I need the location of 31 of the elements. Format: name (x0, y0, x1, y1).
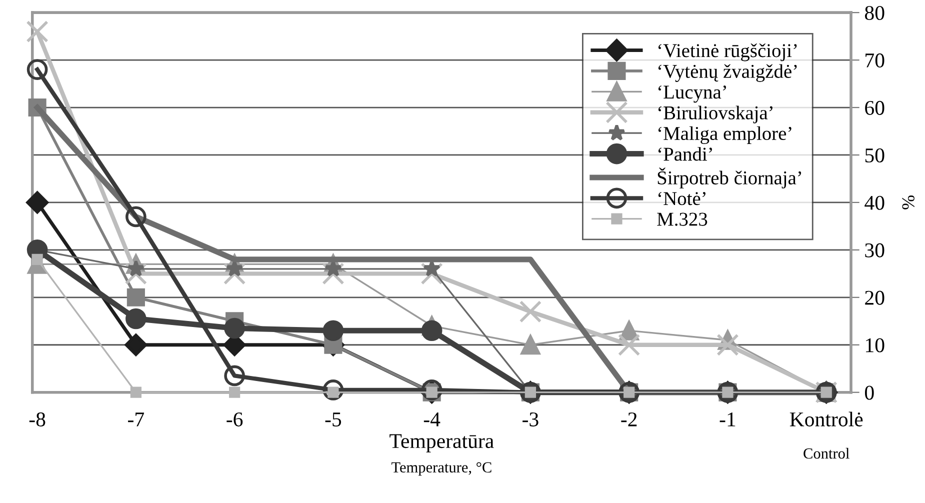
legend-label: ‘Pandi’ (658, 147, 712, 161)
legend-label: ‘Notė’ (658, 192, 706, 206)
y-axis-title: % (902, 196, 914, 210)
y-tick-label: 80 (864, 6, 884, 20)
y-tick-label: 20 (865, 290, 884, 305)
x-tick-label: -8 (29, 412, 46, 426)
legend-label: ‘Maliga emplore’ (658, 126, 792, 144)
y-tick-label: 40 (864, 196, 884, 210)
y-tick-label: 10 (866, 338, 884, 352)
legend-label: ‘Vietinė rūgščioji’ (658, 43, 797, 62)
legend-label: M.323 (657, 212, 708, 226)
x-tick-label: -2 (621, 412, 637, 426)
x-axis-title: Temperatūra (390, 434, 494, 452)
legend-label: ‘Vytėnų žvaigždė’ (658, 64, 797, 82)
legend-label: Širpotreb čiornaja’ (658, 168, 802, 188)
x-tick-label: -7 (128, 412, 144, 426)
x-tick-label: -1 (720, 412, 736, 426)
y-tick-label: 0 (864, 386, 874, 400)
x-tick-label: -6 (226, 412, 243, 426)
text: Temperature, °C (392, 462, 492, 476)
x-tick-label: -4 (424, 412, 440, 426)
legend-label: ‘Biruliovskaja’ (658, 106, 772, 124)
y-tick-label: 50 (865, 148, 884, 162)
x-tick-label: -3 (522, 412, 538, 426)
y-tick-label: 60 (865, 100, 884, 115)
x-tick-label: -5 (325, 412, 342, 426)
y-tick-label: 30 (865, 243, 884, 258)
y-tick-label: 70 (866, 53, 884, 68)
legend-label: ‘Lucyna’ (658, 86, 726, 103)
text: Control (804, 448, 850, 459)
x-tick-label: Kontrolė (790, 412, 863, 426)
